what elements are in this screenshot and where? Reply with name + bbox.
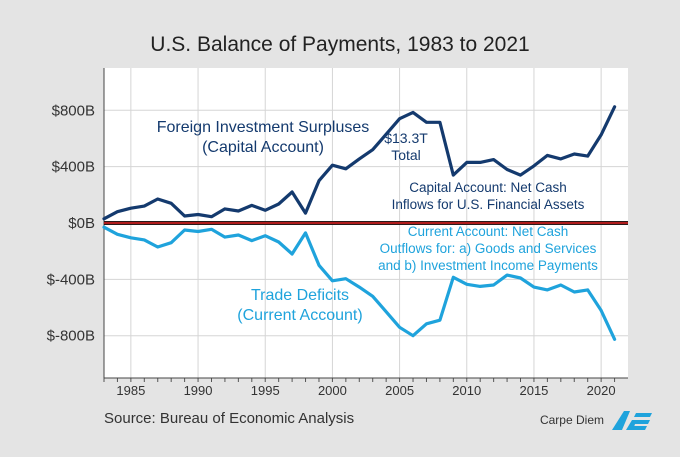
aei-logo	[612, 411, 652, 430]
source-note: Source: Bureau of Economic Analysis	[104, 410, 355, 427]
x-tick-label: 1990	[184, 383, 213, 398]
capital-account-note: Inflows for U.S. Financial Assets	[392, 197, 585, 212]
y-tick-label: $-400B	[47, 271, 95, 288]
brand: Carpe Diem	[540, 409, 654, 431]
trade-deficits-label: Trade Deficits	[251, 287, 349, 304]
x-tick-label: 2005	[385, 383, 414, 398]
y-tick-label: $0B	[68, 215, 95, 232]
y-tick-label: $400B	[52, 159, 95, 176]
axes: $800B $400B $0B $-400B $-800B 1985 1990 1995 200…	[47, 68, 628, 398]
current-account-note: and b) Investment Income Payments	[378, 258, 598, 273]
x-tick-label: 1995	[251, 383, 280, 398]
trade-deficits-label: (Current Account)	[237, 307, 362, 324]
annotations: Foreign Investment Surpluses (Capital Acc…	[157, 119, 598, 324]
x-tick-label: 2000	[318, 383, 347, 398]
x-tick-label: 1985	[116, 383, 145, 398]
current-series-line	[102, 225, 617, 341]
x-tick-label: 2015	[519, 383, 548, 398]
x-tick-label: 2020	[587, 383, 616, 398]
current-account-note: Current Account: Net Cash	[408, 224, 569, 239]
y-tick-label: $-800B	[47, 328, 95, 345]
capital-account-label: Foreign Investment Surpluses	[157, 119, 370, 136]
x-tick-label: 2010	[452, 383, 481, 398]
chart-title: U.S. Balance of Payments, 1983 to 2021	[150, 33, 530, 56]
total-label: $13.3T	[384, 130, 428, 146]
current-account-note: Outflows for: a) Goods and Services	[380, 241, 597, 256]
y-tick-label: $800B	[52, 102, 95, 119]
capital-series-line	[102, 105, 617, 221]
capital-account-note: Capital Account: Net Cash	[409, 180, 567, 195]
capital-account-label: (Capital Account)	[202, 139, 324, 156]
brand-text: Carpe Diem	[539, 413, 604, 427]
total-label: Total	[391, 147, 421, 163]
series-lines	[102, 105, 617, 341]
